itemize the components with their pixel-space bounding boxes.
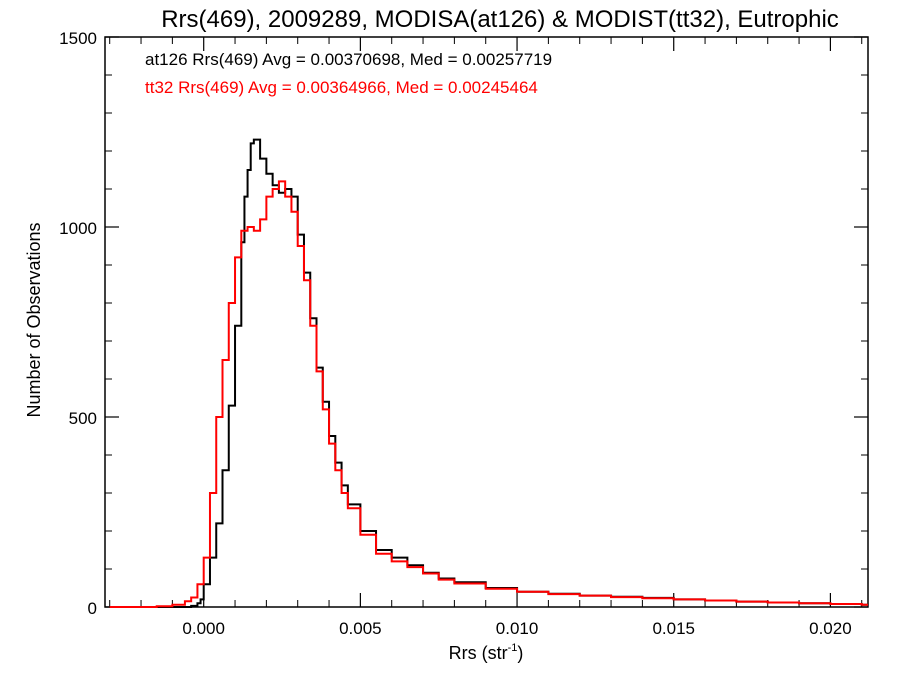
series-line-tt32: [109, 180, 868, 608]
x-axis-label-main: Rrs (str: [449, 643, 508, 663]
axis-ticks: [105, 36, 868, 608]
y-tick-label: 1500: [59, 29, 97, 48]
x-tick-label: 0.020: [809, 619, 852, 638]
x-axis-label-close: ): [517, 643, 523, 663]
legend-entry-at126: at126 Rrs(469) Avg = 0.00370698, Med = 0…: [145, 50, 552, 69]
series-layer: [109, 138, 868, 608]
chart-title: Rrs(469), 2009289, MODISA(at126) & MODIS…: [161, 6, 839, 33]
x-axis-label: Rrs (str-1): [449, 642, 524, 663]
x-tick-label: 0.015: [652, 619, 695, 638]
axis-tick-labels: 0.000 0.005 0.010 0.015 0.020 0 500 1000 1500: [59, 29, 852, 638]
y-tick-label: 1000: [59, 219, 97, 238]
y-tick-label: 0: [88, 599, 97, 618]
plot-frame: [104, 36, 869, 608]
x-tick-label: 0.005: [339, 619, 382, 638]
x-tick-label: 0.000: [182, 619, 225, 638]
x-tick-label: 0.010: [496, 619, 539, 638]
y-axis-label: Number of Observations: [24, 222, 44, 417]
plot-border: [104, 36, 869, 608]
x-axis-label-sup: -1: [508, 642, 518, 654]
legend-entry-tt32: tt32 Rrs(469) Avg = 0.00364966, Med = 0.…: [145, 78, 538, 97]
y-tick-label: 500: [69, 409, 97, 428]
